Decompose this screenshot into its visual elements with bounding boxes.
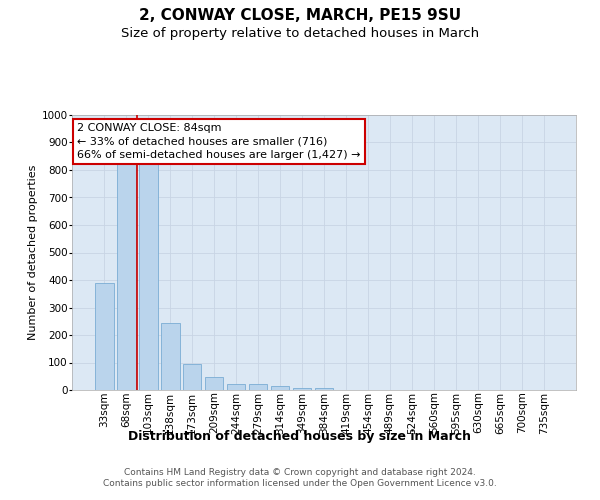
Bar	[139, 162, 158, 390]
Bar	[161, 324, 179, 390]
Text: Distribution of detached houses by size in March: Distribution of detached houses by size …	[128, 430, 472, 443]
Text: Size of property relative to detached houses in March: Size of property relative to detached ho…	[121, 28, 479, 40]
Bar	[293, 388, 311, 390]
Bar	[183, 364, 202, 390]
Bar	[95, 283, 113, 390]
Text: Contains HM Land Registry data © Crown copyright and database right 2024.
Contai: Contains HM Land Registry data © Crown c…	[103, 468, 497, 487]
Bar	[314, 388, 334, 390]
Bar	[205, 376, 223, 390]
Bar	[227, 384, 245, 390]
Bar	[249, 384, 268, 390]
Text: 2 CONWAY CLOSE: 84sqm
← 33% of detached houses are smaller (716)
66% of semi-det: 2 CONWAY CLOSE: 84sqm ← 33% of detached …	[77, 123, 361, 160]
Text: 2, CONWAY CLOSE, MARCH, PE15 9SU: 2, CONWAY CLOSE, MARCH, PE15 9SU	[139, 8, 461, 22]
Bar	[117, 162, 136, 390]
Bar	[271, 386, 289, 390]
Y-axis label: Number of detached properties: Number of detached properties	[28, 165, 38, 340]
